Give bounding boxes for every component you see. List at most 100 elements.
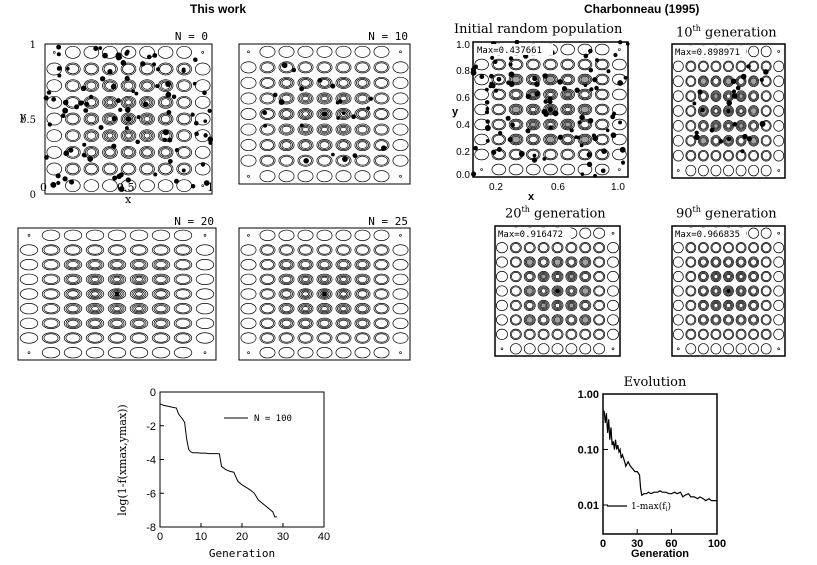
- contour-ring: [175, 260, 191, 270]
- contour-ring: [552, 286, 563, 296]
- contour-ring: [375, 289, 388, 299]
- population-dot: [508, 71, 515, 78]
- contour-ring: [511, 315, 521, 325]
- contour-ring: [129, 317, 149, 329]
- contour-ring: [125, 99, 132, 106]
- contour-ring: [749, 76, 758, 86]
- contour-ring: [240, 61, 257, 74]
- contour-ring: [106, 132, 114, 139]
- contour-ring: [46, 145, 63, 159]
- contour-ring: [538, 257, 549, 267]
- contour-ring: [300, 79, 311, 87]
- contour-ring: [725, 107, 732, 115]
- contour-ring: [159, 80, 172, 91]
- contour-ring: [247, 50, 250, 54]
- contour-ring: [685, 90, 697, 102]
- contour-ring: [737, 92, 745, 100]
- contour-ring: [335, 154, 352, 167]
- x-axis-label: x: [528, 191, 535, 202]
- contour-ring: [300, 305, 311, 313]
- panel-title-90th: 90th generation: [676, 205, 777, 221]
- population-dot: [606, 69, 611, 74]
- contour-ring: [247, 351, 250, 354]
- contour-ring: [46, 62, 63, 76]
- contour-ring: [319, 141, 330, 149]
- contour-ring: [672, 90, 684, 102]
- contour-ring: [259, 244, 276, 256]
- population-dot: [593, 173, 597, 178]
- contour-ring: [299, 318, 312, 328]
- contour-ring: [140, 97, 154, 108]
- y-tick-label: 0: [150, 387, 156, 399]
- y-axis-ticks: 1.000.100.01: [578, 389, 608, 512]
- contour-ring: [155, 305, 167, 313]
- contour-ring: [527, 74, 540, 85]
- contour-ring: [526, 73, 541, 86]
- contour-ring: [103, 147, 117, 158]
- contour-ring: [151, 317, 171, 329]
- contour-ring: [375, 260, 388, 270]
- contour-ring: [337, 78, 350, 88]
- contour-ring: [524, 315, 535, 325]
- contour-ring: [712, 273, 720, 281]
- contour-ring: [492, 59, 505, 70]
- contour-ring: [131, 318, 147, 328]
- population-dot: [203, 119, 208, 124]
- contour-ring: [699, 106, 708, 116]
- contour-ring: [131, 333, 147, 343]
- population-dot: [151, 62, 157, 67]
- contour-ring: [723, 164, 734, 177]
- contour-ring: [508, 163, 524, 176]
- contour-ring: [85, 332, 105, 344]
- population-dot: [508, 62, 513, 67]
- contour-ring: [392, 108, 409, 120]
- contour-ring: [373, 170, 390, 183]
- contour-ring: [594, 58, 610, 71]
- contour-ring: [155, 290, 167, 298]
- contour-ring: [297, 108, 314, 120]
- contour-ring: [760, 271, 772, 283]
- contour-shade: [563, 91, 572, 98]
- contour-ring: [153, 318, 169, 328]
- population-dot: [80, 85, 87, 92]
- contour-ring: [65, 245, 81, 255]
- contour-ring: [65, 318, 81, 328]
- population-dot: [618, 40, 623, 45]
- contour-ring: [259, 76, 276, 89]
- population-dot: [155, 84, 160, 89]
- contour-ring: [508, 103, 524, 116]
- contour-ring: [527, 119, 540, 130]
- contour-ring: [175, 289, 191, 299]
- contour-ring: [526, 273, 534, 281]
- population-dot: [47, 122, 52, 127]
- contour-ring: [281, 79, 292, 87]
- contour-ring: [723, 256, 734, 268]
- contour-ring: [259, 123, 276, 136]
- contour-ring: [142, 81, 152, 90]
- population-dot: [124, 51, 129, 56]
- population-dot: [577, 120, 582, 125]
- x-axis-ticks: 0 30 60 100: [600, 529, 726, 550]
- contour-ring: [338, 319, 349, 327]
- population-dot: [124, 126, 129, 131]
- contour-ring: [316, 61, 333, 74]
- contour-ring: [736, 243, 746, 253]
- contour-ring: [723, 105, 734, 117]
- contour-ring: [86, 148, 97, 157]
- contour-ring: [552, 272, 563, 282]
- contour-ring: [580, 257, 591, 267]
- contour-ring: [354, 259, 371, 271]
- population-dot: [125, 177, 131, 183]
- contour-ring: [103, 163, 117, 175]
- contour-ring: [543, 58, 558, 71]
- contour-ring: [685, 105, 697, 117]
- contour-ring: [177, 147, 191, 158]
- contour-ring: [511, 75, 521, 84]
- contour-ring: [335, 244, 352, 256]
- contour-ring: [175, 304, 191, 314]
- contour-ring: [723, 314, 734, 326]
- contour-ring: [686, 136, 696, 146]
- contour-ring: [67, 305, 79, 313]
- contour-ring: [496, 328, 508, 340]
- charbonneau-panel-90th: Max=0.966835: [671, 225, 786, 357]
